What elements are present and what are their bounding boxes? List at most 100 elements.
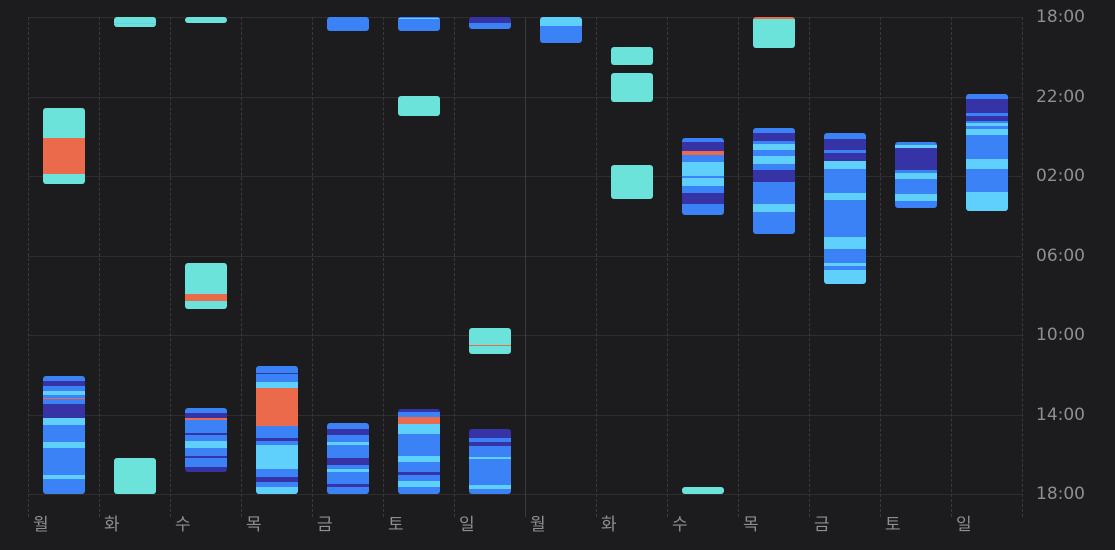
sleep-stage-deep — [469, 17, 511, 24]
sleep-stage-core — [469, 446, 511, 458]
sleep-session-bar — [327, 423, 369, 494]
sleep-stage-core — [469, 438, 511, 443]
y-tick-label: 02:00 — [1036, 166, 1085, 186]
sleep-stage-core — [43, 394, 85, 399]
sleep-session-bar — [469, 328, 511, 354]
sleep-stage-rem — [327, 469, 369, 473]
gridline-vertical — [170, 17, 171, 517]
sleep-stage-core — [753, 164, 795, 171]
sleep-session-bar — [43, 375, 85, 494]
y-tick-label: 14:00 — [1036, 404, 1085, 425]
sleep-stage-core — [398, 18, 440, 31]
sleep-stage-core — [753, 181, 795, 205]
sleep-session-bar — [966, 93, 1008, 211]
x-tick-label-day: 토 — [388, 515, 404, 535]
y-tick-label: 10:00 — [1036, 325, 1085, 345]
sleep-stage-core — [682, 138, 724, 143]
sleep-stage-core — [824, 133, 866, 140]
sleep-stage-deep — [398, 472, 440, 476]
sleep-stage-rem — [256, 487, 298, 494]
sleep-session-bar — [895, 142, 937, 208]
sleep-stage-rem — [895, 173, 937, 180]
sleep-session-bar — [114, 458, 156, 494]
y-tick-label: 22:00 — [1036, 86, 1085, 107]
sleep-stage-core — [966, 126, 1008, 130]
sleep-stage-in-bed — [114, 17, 156, 24]
sleep-stage-core — [256, 482, 298, 488]
sleep-session-bar — [753, 128, 795, 234]
sleep-session-bar — [398, 95, 440, 117]
gridline-vertical — [99, 17, 100, 517]
sleep-session-bar — [185, 17, 227, 23]
sleep-stage-core — [185, 407, 227, 414]
y-tick-label: 18:00 — [1036, 484, 1085, 504]
gridline-vertical — [738, 17, 739, 517]
sleep-stage-core — [327, 435, 369, 443]
sleep-stage-core — [966, 135, 1008, 160]
x-tick-label-day: 금 — [317, 515, 333, 535]
sleep-stage-deep — [824, 139, 866, 151]
sleep-stage-core — [185, 448, 227, 457]
sleep-stage-deep — [256, 372, 298, 375]
gridline-vertical — [312, 17, 313, 517]
sleep-stage-core — [256, 373, 298, 383]
sleep-stage-deep — [43, 380, 85, 387]
x-tick-label-day: 목 — [246, 515, 262, 535]
sleep-stage-core — [256, 469, 298, 478]
sleep-stage-core — [398, 462, 440, 473]
sleep-stage-rem — [469, 457, 511, 460]
sleep-stage-core — [753, 150, 795, 157]
sleep-stage-core — [753, 141, 795, 145]
sleep-stage-awake — [185, 294, 227, 302]
sleep-stage-core — [43, 385, 85, 392]
x-tick-label-day: 토 — [885, 515, 901, 535]
gridline-vertical — [241, 17, 242, 517]
sleep-stage-core — [256, 365, 298, 374]
sleep-session-bar — [327, 17, 369, 31]
sleep-stage-core — [469, 489, 511, 494]
sleep-stage-core — [398, 411, 440, 418]
sleep-session-bar — [398, 17, 440, 31]
sleep-session-bar — [469, 429, 511, 494]
x-tick-label-day: 목 — [743, 515, 759, 535]
sleep-stage-core — [469, 22, 511, 29]
sleep-stage-rem — [824, 263, 866, 267]
sleep-stage-deep — [185, 433, 227, 436]
sleep-stage-in-bed — [185, 301, 227, 310]
sleep-session-bar — [398, 408, 440, 494]
sleep-stage-rem — [966, 159, 1008, 170]
sleep-stage-rem — [966, 191, 1008, 211]
sleep-stage-core — [398, 17, 440, 19]
sleep-stage-rem — [966, 129, 1008, 136]
sleep-stage-core — [682, 175, 724, 179]
sleep-session-bar — [611, 46, 653, 65]
sleep-stage-rem — [753, 203, 795, 213]
sleep-stage-rem — [824, 192, 866, 201]
sleep-stage-deep — [185, 456, 227, 459]
sleep-stage-core — [824, 199, 866, 238]
sleep-session-bar — [43, 108, 85, 184]
sleep-stage-in-bed — [114, 458, 156, 494]
sleep-session-bar — [753, 17, 795, 48]
sleep-stage-in-bed — [611, 46, 653, 65]
sleep-stage-deep — [256, 477, 298, 483]
x-tick-label-day: 월 — [33, 515, 49, 535]
gridline-vertical — [880, 17, 881, 517]
sleep-stage-core — [327, 17, 369, 31]
sleep-stage-core — [682, 203, 724, 215]
sleep-stage-core — [895, 142, 937, 146]
sleep-stage-deep — [469, 442, 511, 447]
sleep-stage-deep — [398, 408, 440, 412]
sleep-stage-core — [256, 426, 298, 439]
sleep-stage-core — [824, 169, 866, 194]
sleep-stage-deep — [256, 438, 298, 442]
sleep-session-bar — [540, 17, 582, 43]
sleep-stage-core — [43, 479, 85, 494]
sleep-stage-rem — [824, 236, 866, 250]
sleep-stage-core — [398, 475, 440, 482]
sleep-stage-in-bed — [185, 17, 227, 23]
x-tick-label-day: 화 — [601, 515, 617, 535]
gridline-vertical — [667, 17, 668, 517]
sleep-stage-deep — [327, 429, 369, 436]
